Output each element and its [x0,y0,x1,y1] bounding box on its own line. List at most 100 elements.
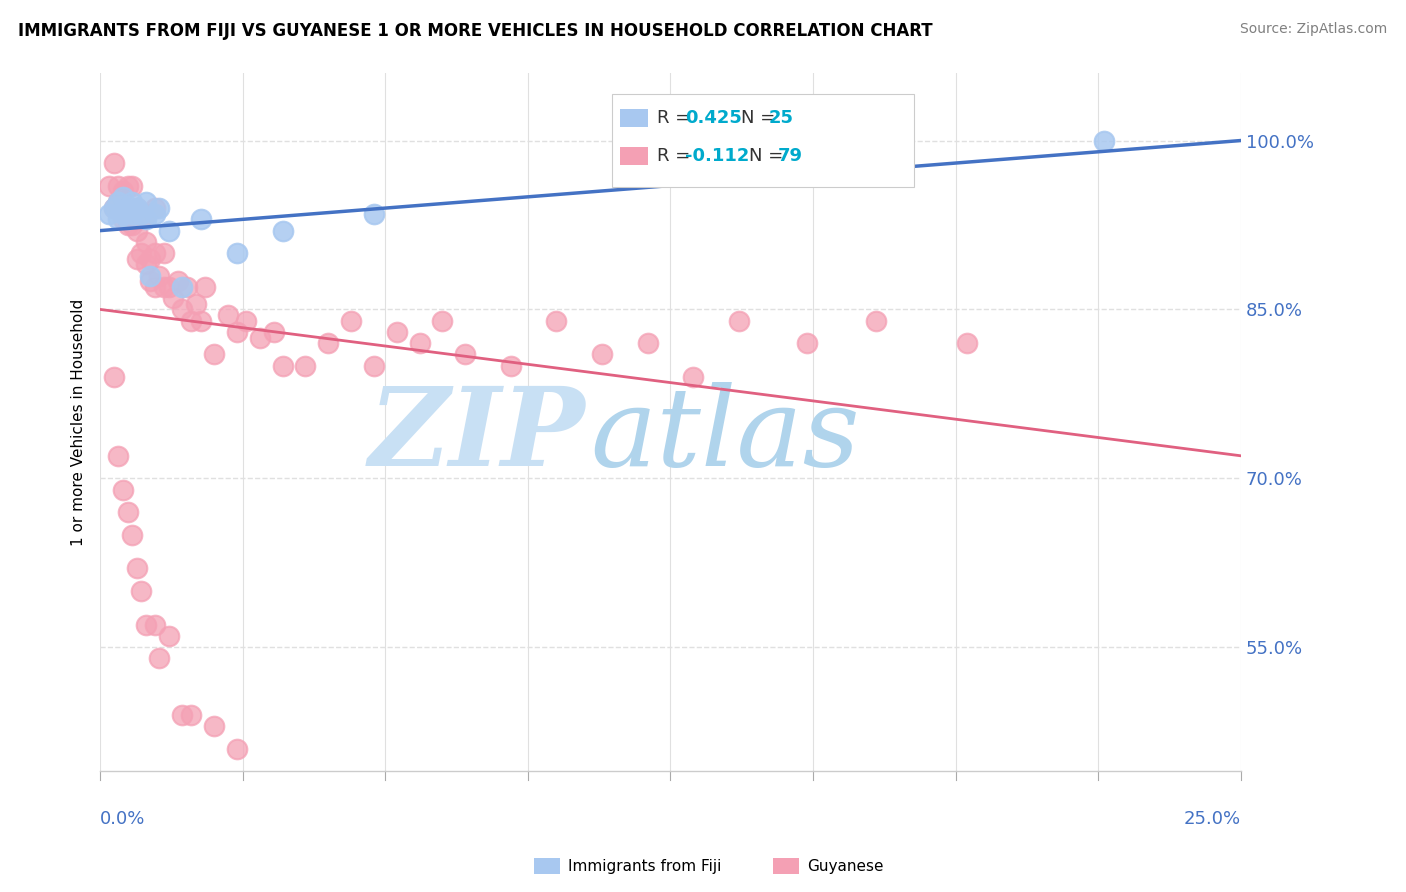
Point [408,336,430,351]
Point [184,297,207,311]
Point [98,207,121,221]
Point [148,651,170,665]
Point [125,201,148,215]
Point [148,268,170,283]
Point [129,207,152,221]
Point [139,268,162,283]
Point [172,302,194,317]
Point [143,246,166,260]
Point [121,527,143,541]
Point [546,314,568,328]
Point [125,224,148,238]
Point [117,207,139,221]
Point [249,330,271,344]
Point [235,314,257,328]
Point [363,207,385,221]
Point [728,314,751,328]
Point [271,359,294,373]
Point [103,201,125,215]
Point [180,707,202,722]
Point [148,201,170,215]
Text: 0.0%: 0.0% [100,810,145,828]
Point [117,212,139,227]
Point [111,207,134,221]
Text: Guyanese: Guyanese [807,859,883,873]
Point [139,252,162,266]
Point [117,505,139,519]
Y-axis label: 1 or more Vehicles in Household: 1 or more Vehicles in Household [72,299,86,546]
Point [117,201,139,215]
Point [202,347,225,361]
Point [172,707,194,722]
Point [107,212,129,227]
Point [139,274,162,288]
Point [153,246,176,260]
Point [143,201,166,215]
Text: 25.0%: 25.0% [1184,810,1241,828]
Point [180,314,202,328]
Text: 25: 25 [769,109,794,127]
Text: Immigrants from Fiji: Immigrants from Fiji [568,859,721,873]
Point [226,246,249,260]
Point [194,280,217,294]
Text: R =: R = [657,109,696,127]
Point [117,218,139,232]
Text: 79: 79 [778,147,803,165]
Point [226,325,249,339]
Point [153,280,176,294]
Text: ZIP: ZIP [368,383,585,490]
Point [143,207,166,221]
Point [143,280,166,294]
Point [121,218,143,232]
Point [107,449,129,463]
Point [111,190,134,204]
Point [98,178,121,193]
Text: N =: N = [749,147,789,165]
Point [682,370,704,384]
Point [865,314,887,328]
Point [107,195,129,210]
Point [166,274,188,288]
Point [956,336,979,351]
Point [294,359,316,373]
Point [121,195,143,210]
Point [190,314,212,328]
Point [117,178,139,193]
Point [499,359,522,373]
Point [125,201,148,215]
Point [454,347,477,361]
Point [432,314,454,328]
Point [125,561,148,575]
Point [162,291,184,305]
Point [129,246,152,260]
Point [316,336,339,351]
Text: Source: ZipAtlas.com: Source: ZipAtlas.com [1240,22,1388,37]
Point [129,212,152,227]
Point [103,156,125,170]
Point [107,195,129,210]
Point [107,178,129,193]
Point [796,336,818,351]
Point [111,201,134,215]
Point [591,347,613,361]
Point [271,224,294,238]
Point [111,483,134,497]
Text: N =: N = [741,109,780,127]
Point [121,178,143,193]
Point [111,184,134,198]
Point [637,336,659,351]
Point [340,314,363,328]
Point [263,325,285,339]
Point [135,235,157,249]
Text: -0.112: -0.112 [685,147,749,165]
Point [125,252,148,266]
Point [135,207,157,221]
Point [111,212,134,227]
Point [190,212,212,227]
Text: R =: R = [657,147,696,165]
Point [103,370,125,384]
Point [363,359,385,373]
Point [121,207,143,221]
Text: atlas: atlas [591,383,860,490]
Point [1092,134,1115,148]
